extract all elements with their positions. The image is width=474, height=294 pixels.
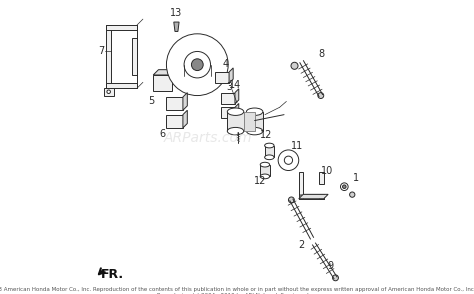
- Text: 2: 2: [298, 240, 304, 250]
- Bar: [166, 97, 183, 110]
- Text: 11: 11: [291, 141, 303, 151]
- Bar: [104, 88, 114, 96]
- Text: 7: 7: [98, 46, 104, 56]
- Ellipse shape: [260, 162, 270, 167]
- Bar: [319, 172, 324, 184]
- Text: 3: 3: [226, 82, 232, 92]
- Circle shape: [278, 150, 299, 171]
- Text: 8: 8: [319, 49, 324, 59]
- Text: 4: 4: [223, 59, 229, 69]
- Circle shape: [166, 34, 228, 96]
- Bar: [319, 194, 324, 199]
- Text: FR.: FR.: [101, 268, 124, 281]
- Bar: [166, 115, 183, 128]
- Polygon shape: [235, 103, 239, 118]
- Ellipse shape: [246, 127, 263, 135]
- Bar: [221, 93, 235, 104]
- Circle shape: [291, 62, 298, 69]
- Bar: [106, 25, 137, 30]
- Bar: [221, 107, 235, 118]
- Circle shape: [350, 192, 355, 197]
- Bar: [299, 194, 324, 199]
- Bar: [106, 83, 137, 88]
- Text: ARParts.com: ARParts.com: [164, 131, 252, 145]
- Bar: [228, 112, 244, 131]
- Text: 12: 12: [260, 130, 272, 140]
- Ellipse shape: [260, 174, 270, 179]
- Bar: [244, 112, 255, 131]
- Circle shape: [318, 93, 324, 98]
- Bar: [246, 112, 263, 131]
- Text: 5: 5: [149, 96, 155, 106]
- Text: 10: 10: [320, 166, 333, 176]
- Text: 12: 12: [254, 176, 266, 186]
- Polygon shape: [229, 68, 233, 83]
- Circle shape: [191, 59, 203, 71]
- Polygon shape: [183, 93, 187, 110]
- Text: 14: 14: [229, 80, 242, 90]
- Circle shape: [284, 156, 292, 164]
- Ellipse shape: [264, 155, 274, 160]
- Circle shape: [343, 185, 346, 188]
- Bar: [153, 75, 173, 91]
- Text: (c) 2002-2013 American Honda Motor Co., Inc. Reproduction of the contents of thi: (c) 2002-2013 American Honda Motor Co., …: [0, 287, 474, 294]
- Circle shape: [300, 195, 302, 198]
- Text: 6: 6: [159, 129, 165, 139]
- Text: 9: 9: [328, 261, 334, 271]
- Circle shape: [320, 195, 323, 198]
- Polygon shape: [183, 110, 187, 128]
- Bar: [132, 38, 137, 75]
- Ellipse shape: [228, 127, 244, 135]
- Circle shape: [333, 275, 338, 281]
- Bar: [106, 25, 111, 88]
- Circle shape: [340, 183, 348, 191]
- Text: 13: 13: [170, 8, 182, 18]
- Bar: [215, 72, 229, 83]
- Bar: [299, 172, 303, 199]
- Circle shape: [107, 90, 110, 93]
- Polygon shape: [299, 194, 328, 199]
- Polygon shape: [153, 70, 178, 75]
- Ellipse shape: [246, 108, 263, 116]
- Polygon shape: [235, 89, 239, 104]
- Circle shape: [289, 197, 294, 203]
- Ellipse shape: [264, 143, 274, 148]
- Bar: [260, 165, 270, 176]
- Circle shape: [184, 51, 210, 78]
- Ellipse shape: [228, 108, 244, 116]
- Text: 1: 1: [353, 173, 359, 183]
- Bar: [264, 146, 274, 157]
- Polygon shape: [174, 22, 179, 31]
